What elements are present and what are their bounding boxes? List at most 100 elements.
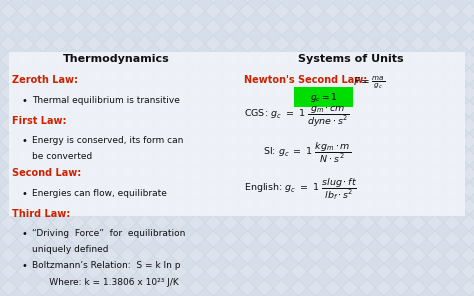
Polygon shape [418,0,435,11]
Polygon shape [333,76,350,92]
Polygon shape [196,272,213,288]
Polygon shape [230,11,247,27]
Polygon shape [9,27,26,44]
Polygon shape [384,27,401,44]
Polygon shape [350,44,367,60]
Text: Thermodynamics: Thermodynamics [63,54,170,64]
Polygon shape [9,174,26,190]
Polygon shape [0,174,9,190]
Polygon shape [401,93,418,109]
Polygon shape [196,206,213,223]
Polygon shape [452,174,469,190]
Polygon shape [60,125,77,141]
Text: Zeroth Law:: Zeroth Law: [12,75,78,86]
Polygon shape [333,174,350,190]
Polygon shape [196,109,213,125]
Polygon shape [0,239,9,255]
Polygon shape [435,190,452,207]
Polygon shape [316,0,333,11]
Polygon shape [77,272,94,288]
Polygon shape [230,239,247,255]
Polygon shape [26,157,43,174]
Polygon shape [230,190,247,207]
Polygon shape [367,109,384,125]
Polygon shape [111,190,128,207]
Polygon shape [162,288,179,296]
Polygon shape [401,174,418,190]
Polygon shape [264,288,282,296]
Polygon shape [452,93,469,109]
Polygon shape [247,44,264,60]
Text: •: • [21,96,27,106]
Polygon shape [401,27,418,44]
Polygon shape [350,174,367,190]
Polygon shape [213,93,230,109]
Polygon shape [384,0,401,11]
Polygon shape [401,125,418,141]
Polygon shape [230,141,247,157]
Polygon shape [316,125,333,141]
Polygon shape [247,27,264,44]
Polygon shape [128,206,145,223]
Polygon shape [418,272,435,288]
Polygon shape [418,27,435,44]
Polygon shape [299,174,316,190]
Polygon shape [162,141,179,157]
Polygon shape [162,255,179,272]
Polygon shape [401,141,418,157]
Polygon shape [26,125,43,141]
Polygon shape [367,157,384,174]
Polygon shape [145,174,162,190]
Polygon shape [299,190,316,207]
Polygon shape [179,190,196,207]
Polygon shape [0,141,9,157]
Polygon shape [452,190,469,207]
Polygon shape [179,255,196,272]
Polygon shape [299,44,316,60]
Polygon shape [162,60,179,76]
Polygon shape [26,288,43,296]
Polygon shape [384,190,401,207]
Polygon shape [145,255,162,272]
Polygon shape [230,109,247,125]
Polygon shape [94,272,111,288]
Polygon shape [401,60,418,76]
Polygon shape [196,76,213,92]
Polygon shape [213,157,230,174]
Polygon shape [418,157,435,174]
Polygon shape [469,125,474,141]
Polygon shape [111,206,128,223]
Polygon shape [418,190,435,207]
Polygon shape [196,141,213,157]
Polygon shape [128,44,145,60]
Polygon shape [469,206,474,223]
Polygon shape [350,76,367,92]
Polygon shape [282,272,299,288]
Polygon shape [0,272,9,288]
Polygon shape [196,11,213,27]
Polygon shape [452,76,469,92]
Polygon shape [128,174,145,190]
Polygon shape [299,11,316,27]
Polygon shape [367,288,384,296]
Polygon shape [60,272,77,288]
Polygon shape [94,288,111,296]
Text: •: • [21,189,27,199]
Polygon shape [435,272,452,288]
Text: Energy is conserved, its form can: Energy is conserved, its form can [32,136,183,145]
Polygon shape [145,141,162,157]
Polygon shape [60,44,77,60]
Polygon shape [469,174,474,190]
Text: $F = \frac{ma}{g_c}$: $F = \frac{ma}{g_c}$ [353,75,385,91]
Polygon shape [77,288,94,296]
Polygon shape [418,174,435,190]
Polygon shape [213,272,230,288]
Polygon shape [43,60,60,76]
Polygon shape [469,109,474,125]
Polygon shape [384,288,401,296]
Polygon shape [179,109,196,125]
Polygon shape [128,125,145,141]
Polygon shape [111,288,128,296]
Polygon shape [9,223,26,239]
Polygon shape [452,109,469,125]
